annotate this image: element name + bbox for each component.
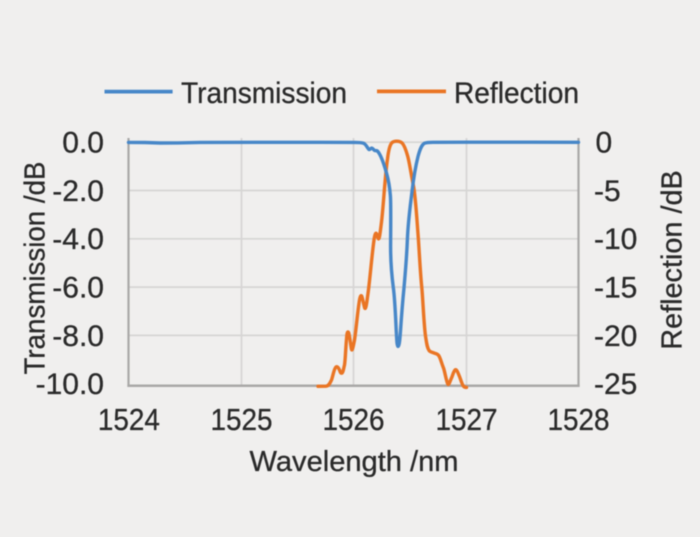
svg-text:1527: 1527 <box>436 402 498 437</box>
svg-text:Wavelength /nm: Wavelength /nm <box>250 446 459 478</box>
svg-text:-6.0: -6.0 <box>52 272 104 305</box>
svg-text:Reflection /dB: Reflection /dB <box>657 170 689 350</box>
svg-text:-10.0: -10.0 <box>36 368 104 401</box>
svg-text:Transmission: Transmission <box>181 77 347 110</box>
svg-text:-10: -10 <box>594 223 637 256</box>
svg-text:-8.0: -8.0 <box>52 320 104 353</box>
svg-text:1528: 1528 <box>548 402 610 437</box>
svg-text:1525: 1525 <box>211 402 273 437</box>
svg-text:1524: 1524 <box>98 402 160 437</box>
svg-text:Reflection: Reflection <box>454 77 579 110</box>
svg-text:1526: 1526 <box>323 402 385 437</box>
svg-text:Transmission /dB: Transmission /dB <box>20 162 52 375</box>
svg-text:-20: -20 <box>594 320 637 353</box>
svg-text:-2.0: -2.0 <box>52 175 104 208</box>
svg-text:0.0: 0.0 <box>62 127 104 160</box>
svg-text:0: 0 <box>596 127 613 160</box>
svg-text:-5: -5 <box>594 175 621 208</box>
svg-text:-15: -15 <box>594 272 637 305</box>
svg-text:-4.0: -4.0 <box>52 223 104 256</box>
svg-text:-25: -25 <box>594 368 637 401</box>
